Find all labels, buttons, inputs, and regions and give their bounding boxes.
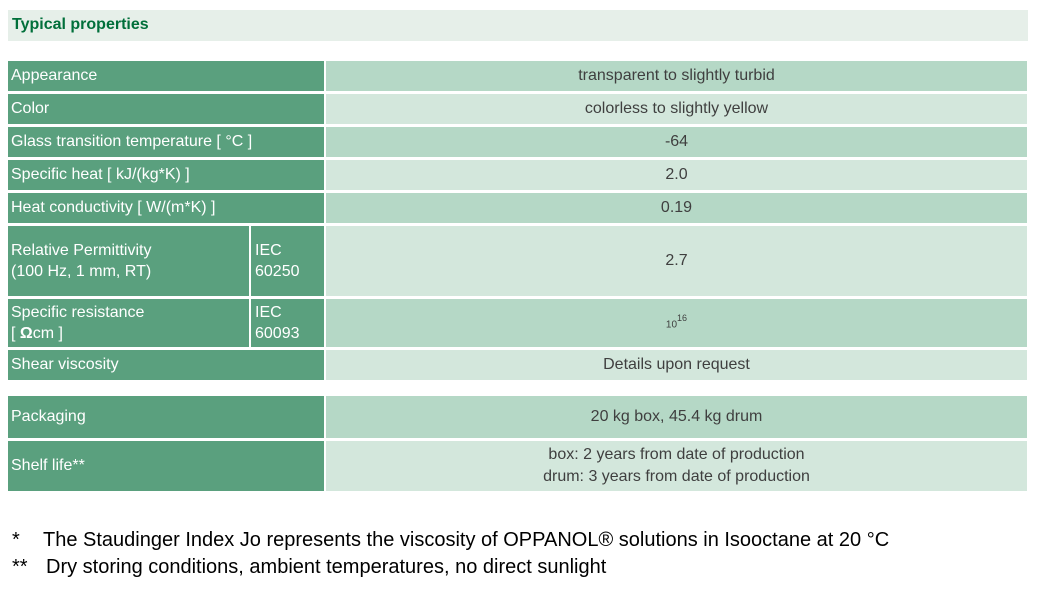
shelf-life-line-1: box: 2 years from date of production — [548, 446, 805, 463]
property-value: 2.7 — [324, 226, 1027, 296]
packaging-label: Packaging — [8, 396, 324, 438]
property-label: Color — [8, 94, 324, 124]
value-base: 10 — [665, 319, 678, 331]
footnote: ** Dry storing conditions, ambient tempe… — [12, 554, 889, 581]
property-label: Heat conductivity [ W/(m*K) ] — [8, 193, 324, 223]
property-value: transparent to slightly turbid — [324, 61, 1027, 91]
property-value: colorless to slightly yellow — [324, 94, 1027, 124]
property-label: Specific resistance [ Ωcm ] — [8, 299, 249, 347]
standard-cell: IEC 60093 — [249, 299, 324, 347]
footnote-mark: ** — [12, 556, 28, 578]
label-line-2-prefix: [ — [11, 325, 20, 342]
shelf-life-line-2: drum: 3 years from date of production — [543, 468, 810, 485]
table-row: Relative Permittivity (100 Hz, 1 mm, RT)… — [8, 226, 1027, 296]
label-line-2: (100 Hz, 1 mm, RT) — [11, 263, 152, 280]
property-label: Appearance — [8, 61, 324, 91]
table-row: Specific resistance [ Ωcm ] IEC 60093 10… — [8, 299, 1027, 347]
footnote-text: The Staudinger Index Jo represents the v… — [43, 529, 890, 551]
property-label: Specific heat [ kJ/(kg*K) ] — [8, 160, 324, 190]
section-title: Typical properties — [8, 10, 1028, 41]
footnotes: * The Staudinger Index Jo represents the… — [12, 527, 889, 581]
shelf-life-value: box: 2 years from date of production dru… — [324, 441, 1027, 491]
value-exponent: 16 — [677, 313, 688, 324]
standard-cell: IEC 60250 — [249, 226, 324, 296]
property-value: 1016 — [324, 299, 1027, 347]
property-value: Details upon request — [324, 350, 1027, 380]
table-row: Color colorless to slightly yellow — [8, 94, 1027, 124]
property-value: 0.19 — [324, 193, 1027, 223]
table-row: Glass transition temperature [ °C ] -64 — [8, 127, 1027, 157]
packaging-value: 20 kg box, 45.4 kg drum — [324, 396, 1027, 438]
label-line-2-suffix: cm ] — [32, 325, 63, 342]
label-line-1: Specific resistance — [11, 304, 145, 321]
table-row: Shelf life** box: 2 years from date of p… — [8, 441, 1027, 491]
table-row: Specific heat [ kJ/(kg*K) ] 2.0 — [8, 160, 1027, 190]
property-label: Relative Permittivity (100 Hz, 1 mm, RT) — [8, 226, 249, 296]
ohm-symbol: Ω — [19, 325, 33, 342]
standard-line-2: 60093 — [255, 325, 300, 342]
property-label: Glass transition temperature [ °C ] — [8, 127, 324, 157]
properties-table: Appearance transparent to slightly turbi… — [8, 58, 1027, 383]
standard-line-1: IEC — [255, 242, 282, 259]
standard-line-2: 60250 — [255, 263, 300, 280]
property-label: Shear viscosity — [8, 350, 324, 380]
footnote-text: Dry storing conditions, ambient temperat… — [46, 556, 607, 578]
property-value: -64 — [324, 127, 1027, 157]
table-row: Packaging 20 kg box, 45.4 kg drum — [8, 396, 1027, 438]
footnote: * The Staudinger Index Jo represents the… — [12, 527, 889, 554]
footnote-mark: * — [12, 529, 20, 551]
label-line-1: Relative Permittivity — [11, 242, 152, 259]
packaging-table: Packaging 20 kg box, 45.4 kg drum Shelf … — [8, 393, 1027, 494]
standard-line-1: IEC — [255, 304, 282, 321]
shelf-life-label: Shelf life** — [8, 441, 324, 491]
property-value: 2.0 — [324, 160, 1027, 190]
table-row: Shear viscosity Details upon request — [8, 350, 1027, 380]
table-row: Appearance transparent to slightly turbi… — [8, 61, 1027, 91]
table-row: Heat conductivity [ W/(m*K) ] 0.19 — [8, 193, 1027, 223]
